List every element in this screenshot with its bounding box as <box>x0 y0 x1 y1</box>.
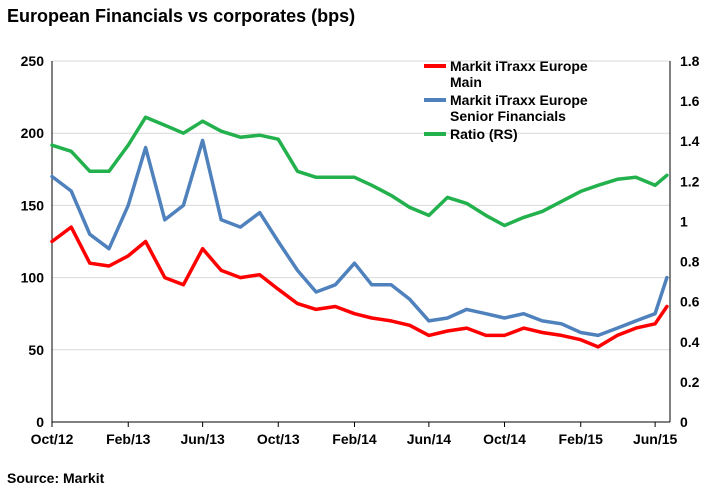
y-right-tick-label: 1 <box>680 213 688 229</box>
legend-label: Markit iTraxx Europe Main <box>450 58 588 90</box>
y-right-tick-label: 0.4 <box>680 334 700 350</box>
series-line-itraxx-main <box>50 225 669 349</box>
x-tick-label: Jun/13 <box>180 431 225 447</box>
y-right-tick-label: 0.8 <box>680 254 700 270</box>
y-left-tick-label: 0 <box>36 414 44 430</box>
legend-item-ratio: Ratio (RS) <box>424 126 518 142</box>
y-left-tick-label: 100 <box>21 270 45 286</box>
x-tick-label: Jun/15 <box>633 431 678 447</box>
x-tick-label: Feb/13 <box>106 431 151 447</box>
axes: 0 50 100 150 200 250 0 0.2 0.4 0.6 0.8 1 1.2 1.4 1.6 1.… <box>21 53 700 447</box>
chart-title: European Financials vs corporates (bps) <box>7 6 356 26</box>
y-right-tick-label: 1.6 <box>680 93 700 109</box>
x-tick-label: Feb/15 <box>559 431 604 447</box>
y-right-tick-label: 1.2 <box>680 173 700 189</box>
series-line-senior-financials <box>50 138 669 338</box>
x-tick-label: Oct/13 <box>257 431 300 447</box>
legend-label: Ratio (RS) <box>450 126 518 142</box>
x-tick-label: Oct/12 <box>31 431 74 447</box>
chart-source: Source: Markit <box>7 470 105 486</box>
y-left-tick-label: 50 <box>28 342 44 358</box>
y-left-tick-label: 200 <box>21 125 45 141</box>
legend-label: Markit iTraxx Europe Senior Financials <box>450 92 588 124</box>
y-right-tick-label: 0.6 <box>680 294 700 310</box>
y-right-tick-label: 1.4 <box>680 133 700 149</box>
series-line-ratio <box>50 115 669 228</box>
x-tick-label: Jun/14 <box>407 431 452 447</box>
series-lines <box>50 115 669 349</box>
x-tick-label: Feb/14 <box>332 431 377 447</box>
y-right-tick-label: 0 <box>680 414 688 430</box>
legend-item-senior-financials: Markit iTraxx Europe Senior Financials <box>424 92 588 124</box>
y-right-tick-label: 0.2 <box>680 374 700 390</box>
x-tick-label: Oct/14 <box>483 431 526 447</box>
y-right-tick-label: 1.8 <box>680 53 700 69</box>
y-left-tick-label: 150 <box>21 197 45 213</box>
legend-item-itraxx-main: Markit iTraxx Europe Main <box>424 58 588 90</box>
y-left-tick-label: 250 <box>21 53 45 69</box>
